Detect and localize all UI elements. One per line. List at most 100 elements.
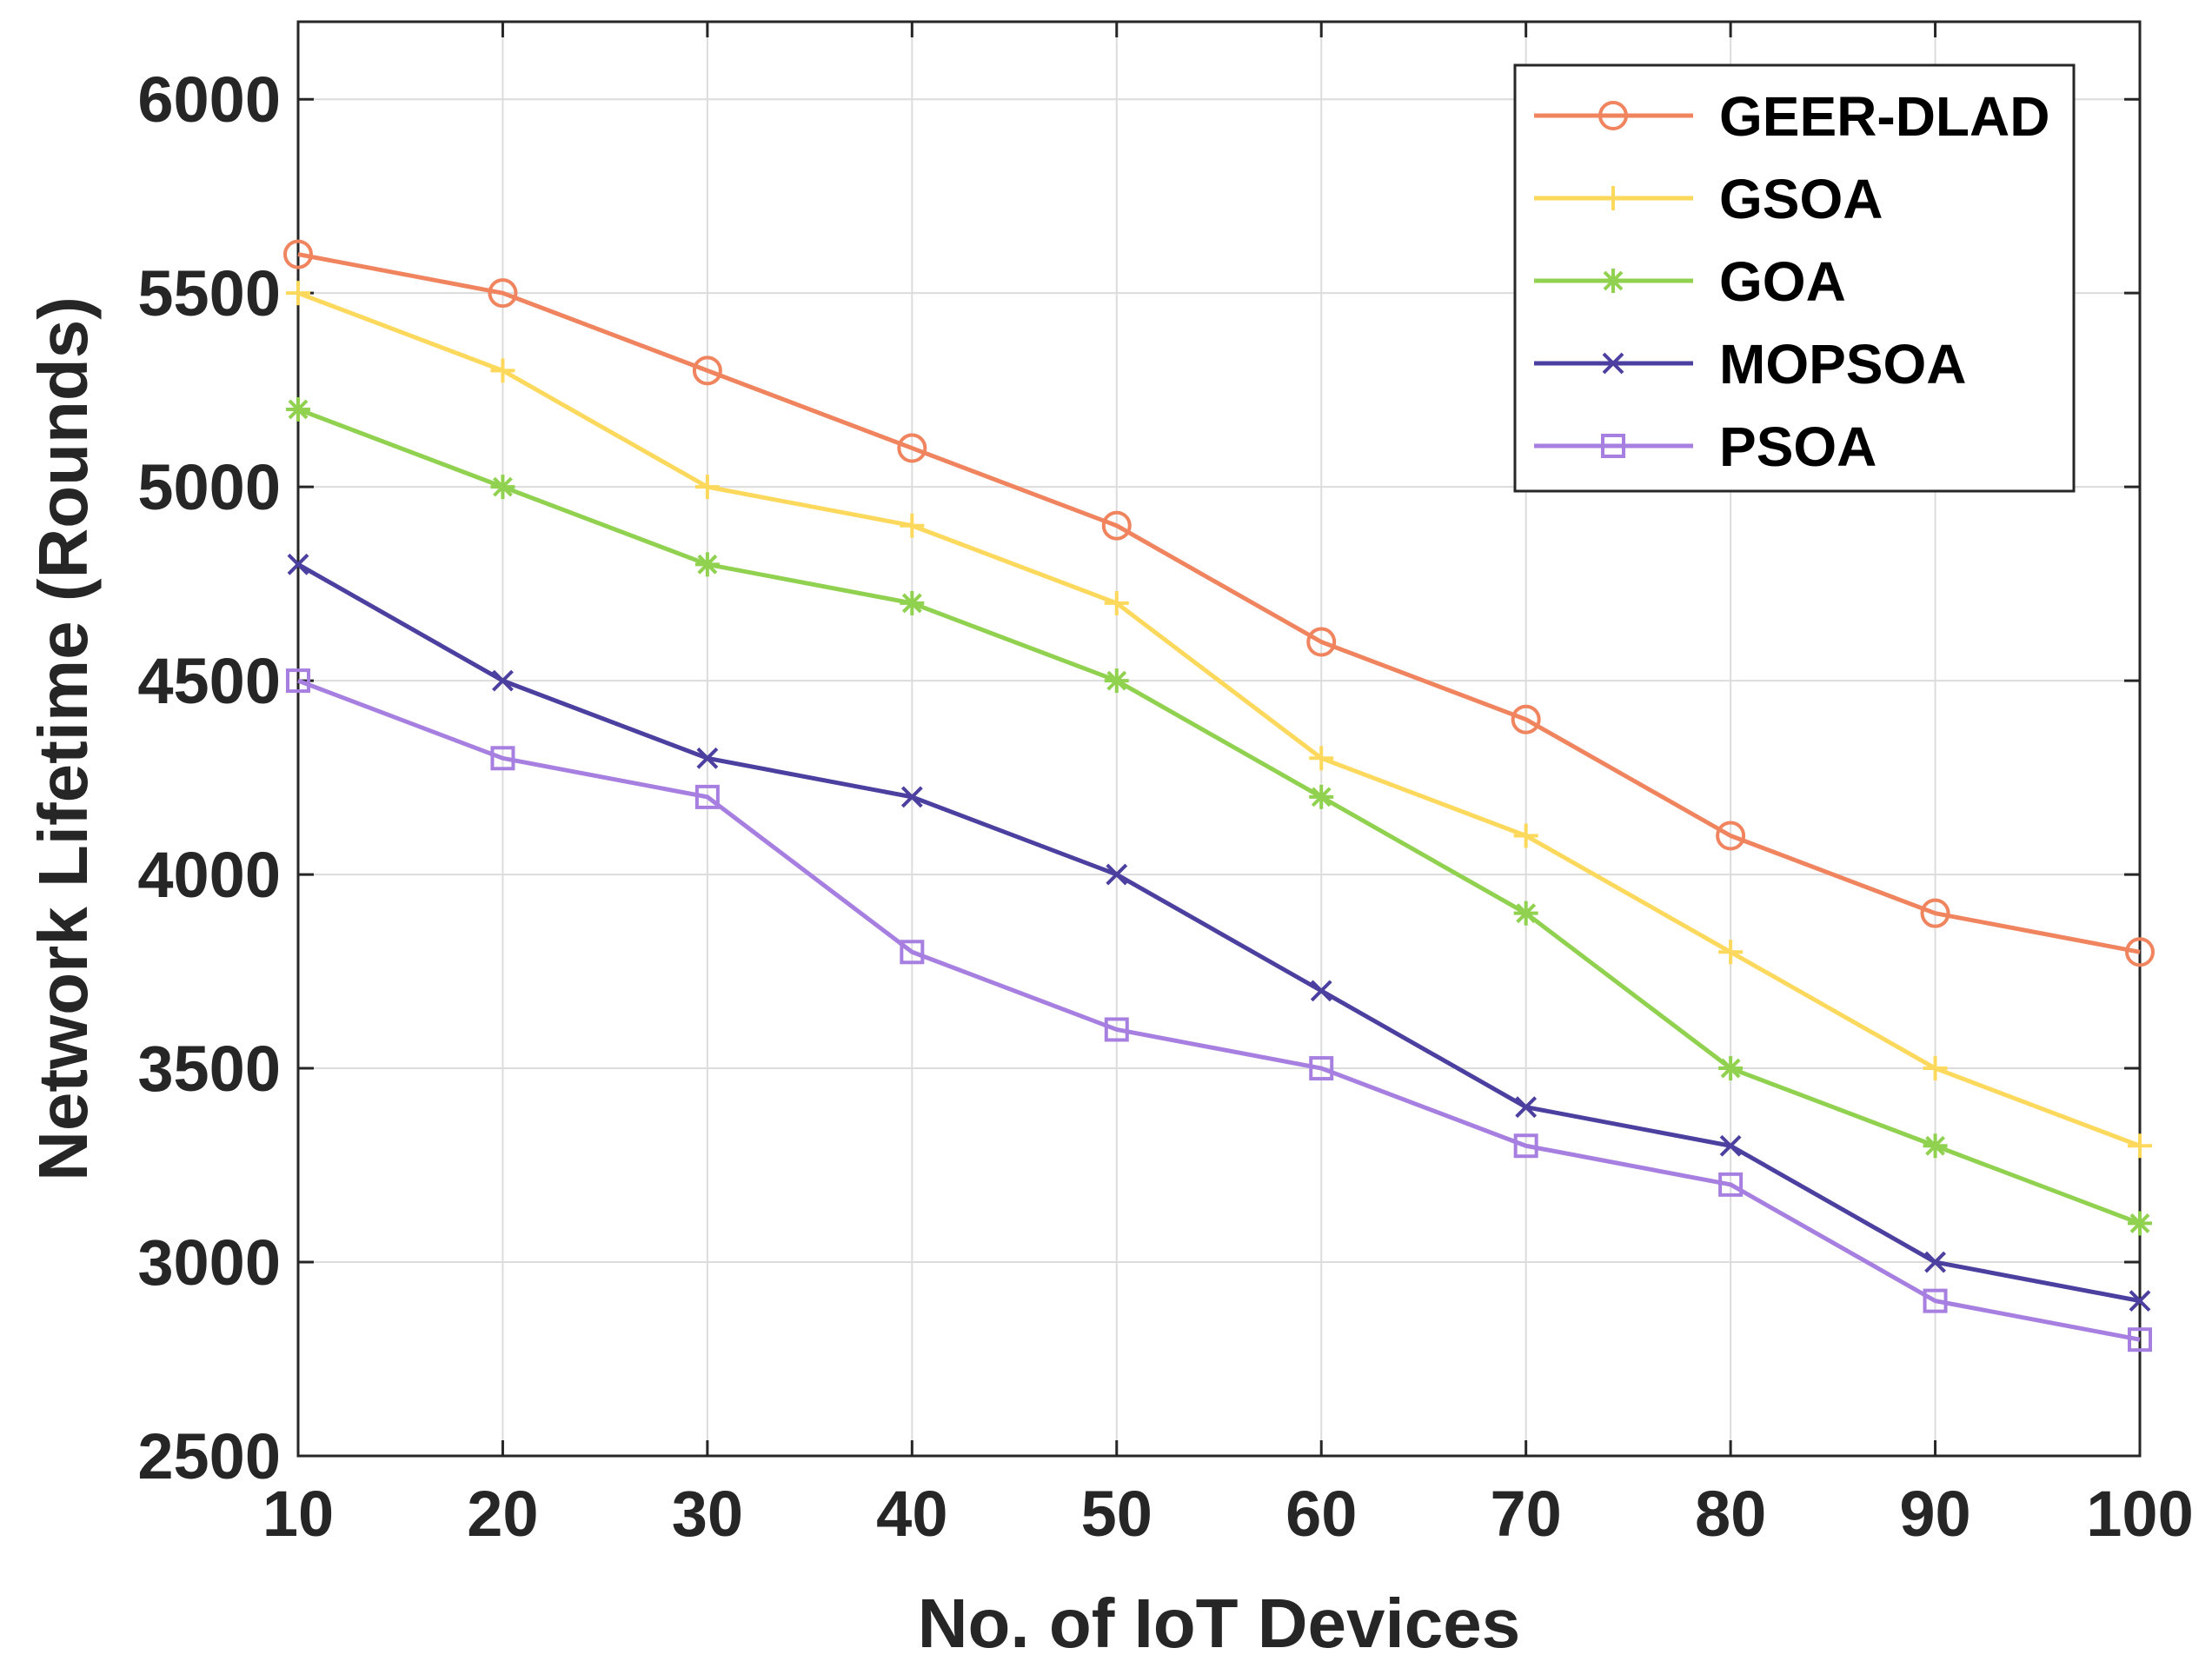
legend-marker	[1601, 186, 1625, 210]
series-mopsoa	[287, 553, 2151, 1312]
data-point-gsoa	[1309, 746, 1334, 771]
data-point-mopsoa	[2129, 1290, 2151, 1312]
tick-labels: 10 20 30 40 50 60 70 80 90 100 2500 3000 3500 4000 450…	[137, 63, 2193, 1550]
x-axis-label: No. of IoT Devices	[918, 1585, 1520, 1662]
marker-shape	[1923, 1288, 1948, 1313]
marker-shape	[901, 593, 922, 614]
data-point-psoa	[2128, 1327, 2152, 1352]
marker-shape	[900, 786, 923, 808]
marker-shape	[1106, 670, 1127, 691]
marker-shape	[1104, 1017, 1129, 1042]
data-point-geer-dlad	[897, 433, 927, 463]
marker-shape	[287, 553, 309, 575]
legend-entry-goa: GOA	[1534, 250, 1846, 313]
legend: GEER-DLAD GSOA GOA MOPSOA PSOA	[1513, 63, 2076, 493]
marker-shape	[1306, 627, 1337, 657]
data-point-geer-dlad	[1716, 821, 1746, 851]
marker-shape	[900, 940, 925, 965]
data-point-gsoa	[900, 513, 925, 538]
marker-shape	[2125, 937, 2155, 967]
axes	[296, 20, 2142, 1458]
data-point-mopsoa	[492, 669, 514, 692]
data-point-mopsoa	[287, 553, 309, 575]
data-point-goa	[900, 590, 925, 615]
data-point-gsoa	[286, 281, 310, 306]
series-line-gsoa	[297, 290, 2141, 1148]
marker-shape	[2129, 1213, 2150, 1233]
data-point-mopsoa	[1106, 863, 1128, 886]
legend-marker	[1601, 269, 1625, 293]
data-point-gsoa	[694, 475, 720, 500]
x-tick-label: 30	[672, 1478, 743, 1550]
marker-shape	[1598, 101, 1628, 130]
data-point-mopsoa	[1515, 1096, 1538, 1119]
data-point-mopsoa	[696, 747, 719, 769]
data-point-geer-dlad	[488, 278, 518, 309]
data-point-mopsoa	[1924, 1251, 1946, 1273]
y-tick-label: 6000	[137, 63, 281, 136]
y-tick-label: 3000	[137, 1226, 281, 1299]
series-psoa	[286, 668, 2152, 1352]
legend-marker	[1602, 352, 1624, 375]
y-tick-label: 5000	[137, 451, 281, 523]
marker-shape	[1311, 787, 1332, 807]
legend-entry-gsoa: GSOA	[1534, 168, 1883, 230]
marker-shape	[1511, 704, 1541, 734]
marker-shape	[1513, 1133, 1538, 1159]
data-point-psoa	[1513, 1133, 1538, 1159]
marker-shape	[488, 278, 518, 309]
data-point-goa	[490, 475, 515, 500]
y-tick-label: 5500	[137, 257, 281, 329]
data-point-gsoa	[1923, 1056, 1948, 1081]
marker-shape	[1924, 1251, 1946, 1273]
plot-frame	[296, 20, 2142, 1458]
data-point-mopsoa	[900, 786, 923, 808]
marker-shape	[1718, 1172, 1744, 1197]
data-point-geer-dlad	[1920, 898, 1950, 928]
marker-shape	[1310, 980, 1332, 1002]
data-point-psoa	[1718, 1172, 1744, 1197]
legend-entry-psoa: PSOA	[1534, 415, 1877, 478]
x-tick-label: 70	[1491, 1478, 1562, 1550]
data-point-gsoa	[2128, 1133, 2152, 1159]
marker-shape	[1101, 510, 1132, 541]
data-point-goa	[1513, 900, 1538, 926]
marker-shape	[1925, 1135, 1945, 1156]
legend-label: GSOA	[1719, 168, 1883, 230]
data-point-psoa	[1309, 1056, 1334, 1081]
x-tick-label: 50	[1081, 1478, 1152, 1550]
marker-shape	[490, 746, 515, 771]
data-point-geer-dlad	[1101, 510, 1132, 541]
series-line-geer-dlad	[297, 252, 2141, 954]
marker-shape	[1515, 1096, 1538, 1119]
marker-shape	[283, 239, 313, 269]
marker-shape	[692, 356, 722, 386]
x-tick-label: 80	[1695, 1478, 1766, 1550]
y-tick-label: 4000	[137, 839, 281, 911]
marker-shape	[1603, 270, 1624, 291]
marker-shape	[1719, 1134, 1742, 1157]
data-point-psoa	[1104, 1017, 1129, 1042]
marker-shape	[694, 784, 720, 809]
marker-shape	[1309, 1056, 1334, 1081]
marker-shape	[2129, 1290, 2151, 1312]
marker-shape	[1106, 863, 1128, 886]
marker-shape	[697, 554, 718, 575]
legend-marker	[1601, 434, 1625, 458]
marker-shape	[1716, 821, 1746, 851]
data-point-geer-dlad	[1306, 627, 1337, 657]
data-point-goa	[2128, 1211, 2152, 1236]
y-tick-label: 2500	[137, 1420, 281, 1492]
marker-shape	[286, 668, 310, 694]
marker-shape	[1920, 898, 1950, 928]
data-point-mopsoa	[1310, 980, 1332, 1002]
series-line-psoa	[297, 678, 2141, 1342]
data-point-goa	[286, 396, 310, 422]
data-point-psoa	[694, 784, 720, 809]
data-point-goa	[1104, 668, 1129, 694]
data-point-geer-dlad	[692, 356, 722, 386]
data-point-psoa	[286, 668, 310, 694]
data-point-psoa	[900, 940, 925, 965]
y-tick-label: 3500	[137, 1033, 281, 1105]
